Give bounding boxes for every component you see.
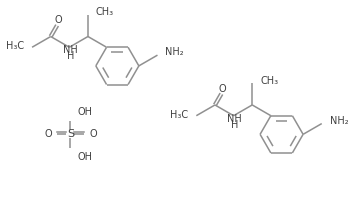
Text: OH: OH — [77, 107, 92, 117]
Text: O: O — [44, 129, 52, 139]
Text: H₃C: H₃C — [6, 41, 24, 51]
Text: CH₃: CH₃ — [260, 76, 278, 85]
Text: NH₂: NH₂ — [330, 116, 348, 126]
Text: H₃C: H₃C — [170, 110, 189, 120]
Text: O: O — [89, 129, 97, 139]
Text: NH₂: NH₂ — [165, 47, 184, 57]
Text: S: S — [67, 129, 74, 139]
Text: O: O — [218, 84, 226, 94]
Text: NH: NH — [227, 114, 242, 124]
Text: H: H — [66, 51, 74, 61]
Text: NH: NH — [63, 45, 78, 55]
Text: CH₃: CH₃ — [96, 7, 114, 17]
Text: O: O — [54, 16, 62, 25]
Text: OH: OH — [77, 152, 92, 162]
Text: H: H — [231, 119, 238, 130]
